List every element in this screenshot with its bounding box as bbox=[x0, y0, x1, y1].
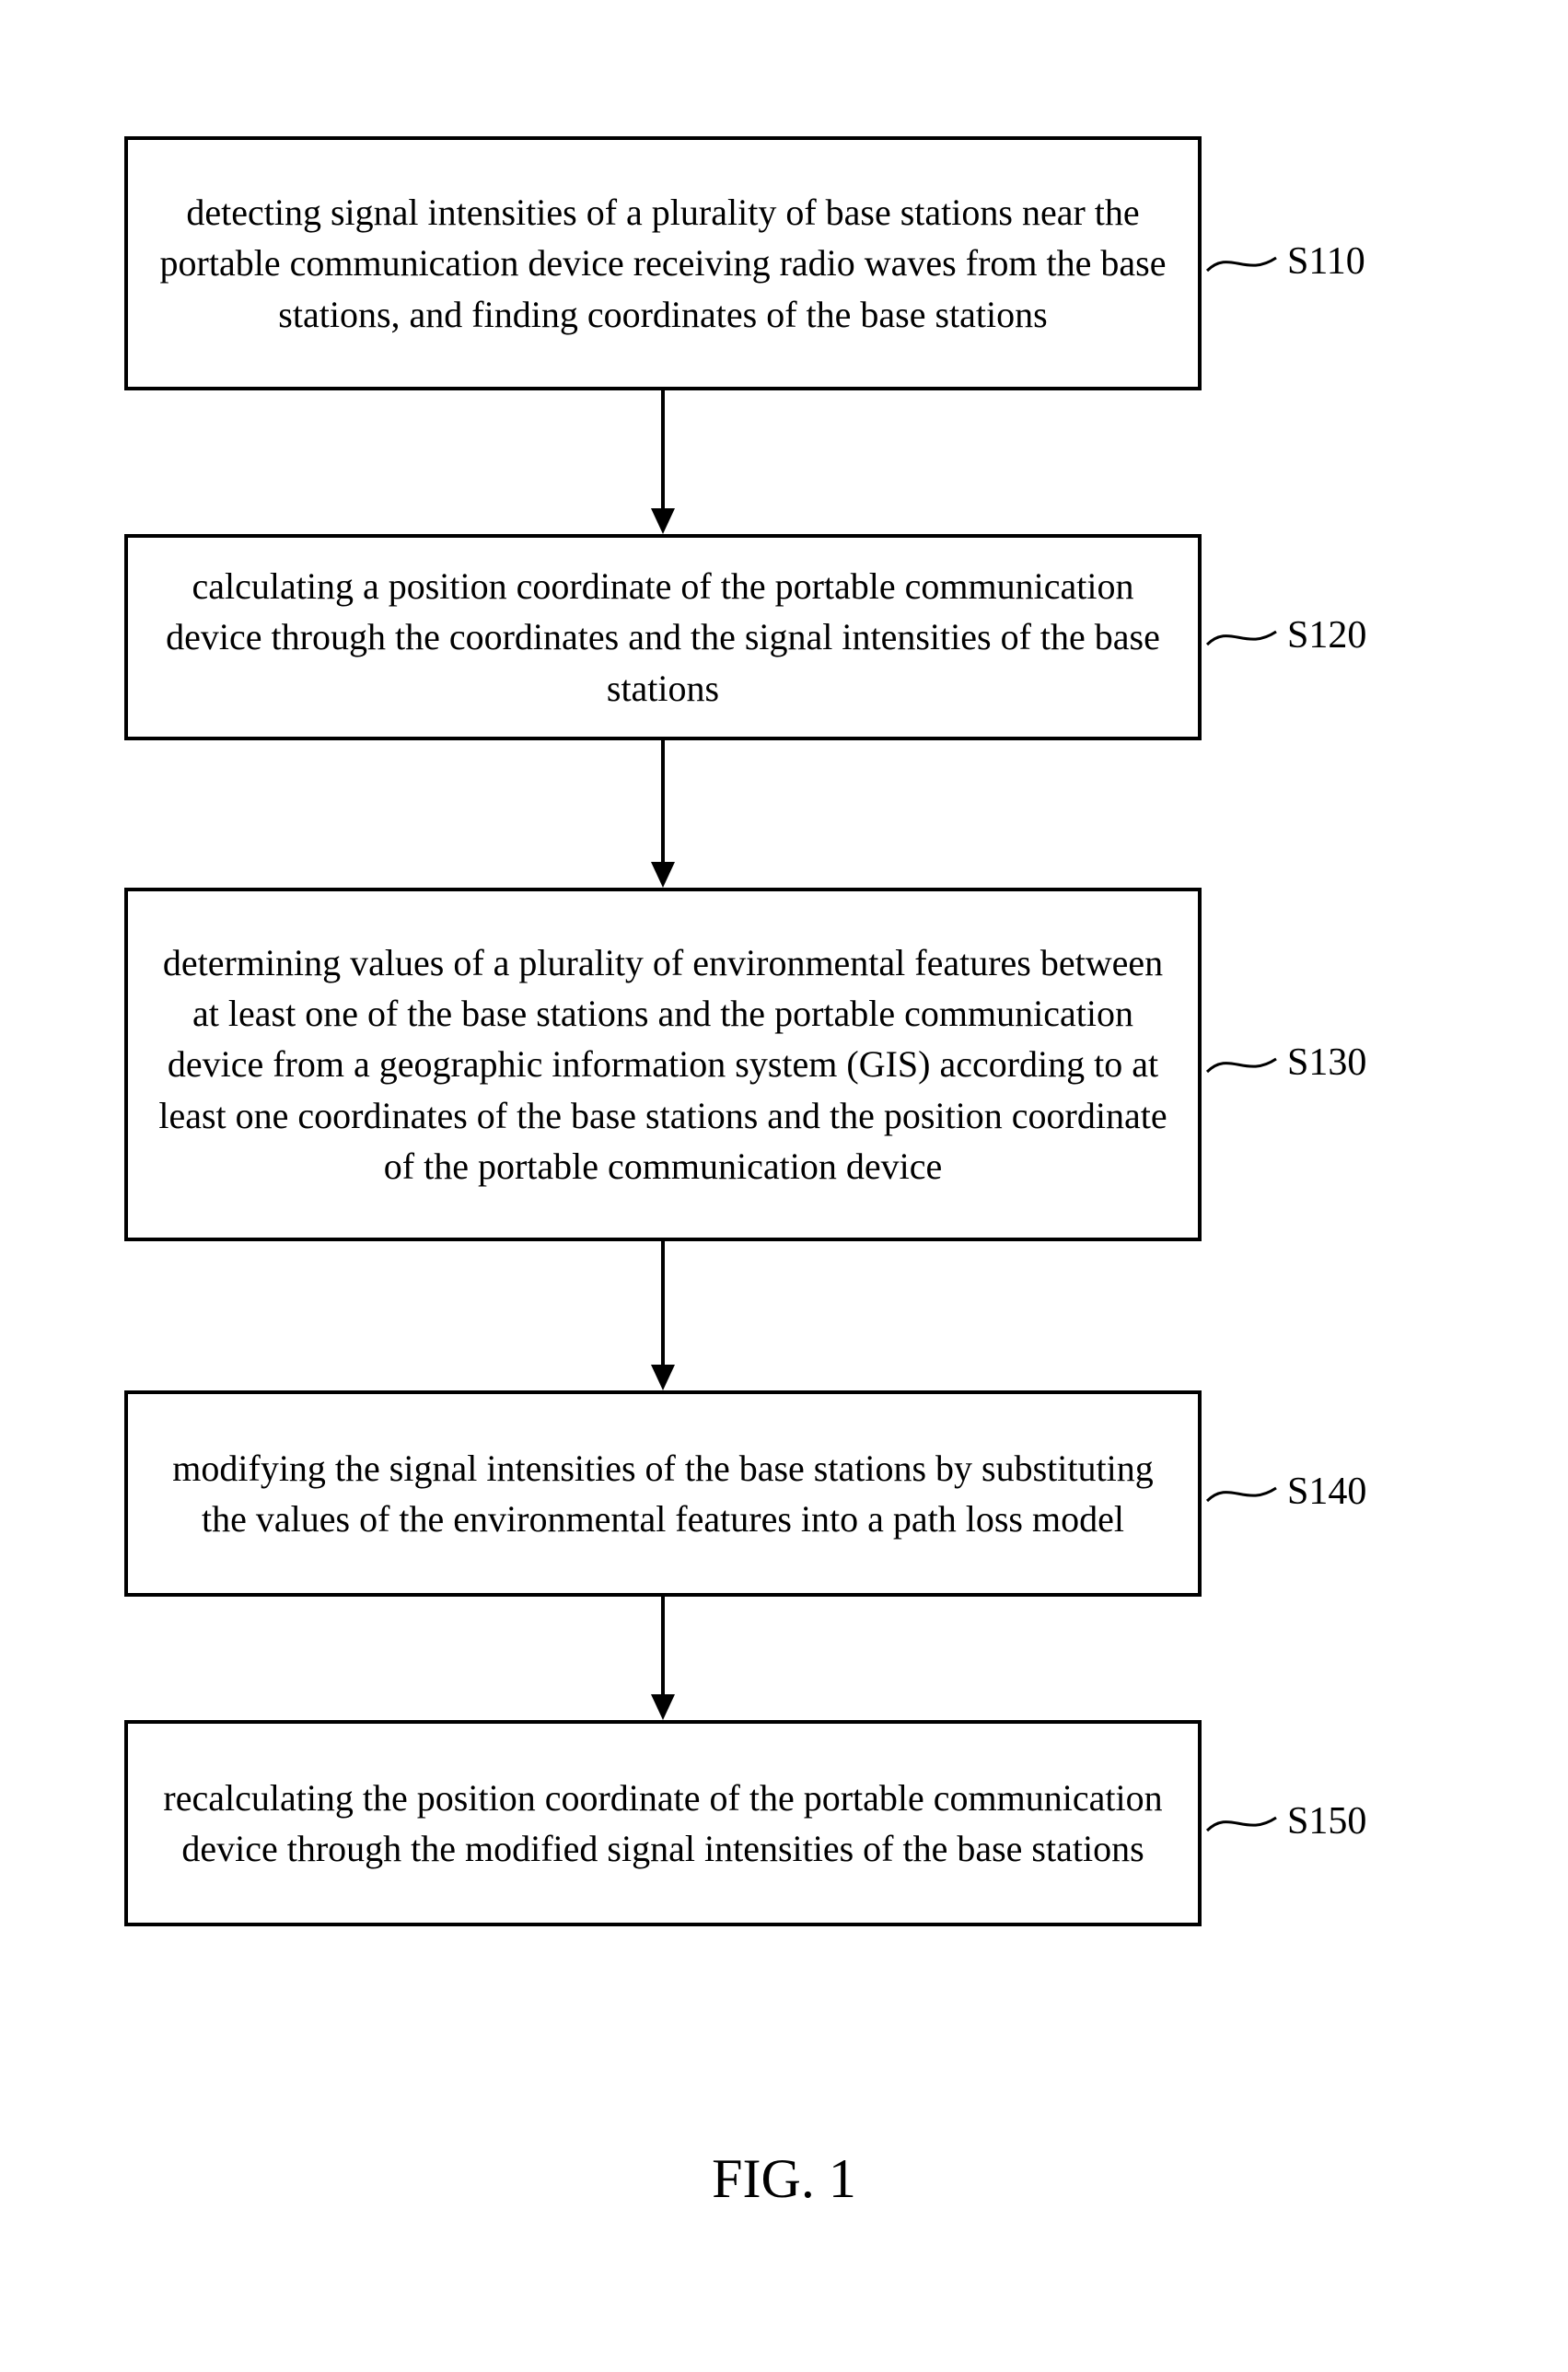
flow-step-label-text: S150 bbox=[1287, 1800, 1366, 1843]
flow-step-label-text: S140 bbox=[1287, 1471, 1366, 1513]
label-leader bbox=[1202, 245, 1282, 282]
flow-step-s110: detecting signal intensities of a plural… bbox=[124, 136, 1202, 390]
flow-step-text: recalculating the position coordinate of… bbox=[156, 1773, 1170, 1874]
label-leader bbox=[1202, 1475, 1282, 1512]
flow-step-label-text: S120 bbox=[1287, 614, 1366, 657]
flow-step-s120: calculating a position coordinate of the… bbox=[124, 534, 1202, 740]
flow-step-label-s150: S150 bbox=[1287, 1799, 1366, 1843]
flow-step-label-text: S110 bbox=[1287, 240, 1365, 283]
flow-step-label-s140: S140 bbox=[1287, 1470, 1366, 1514]
flow-step-label-text: S130 bbox=[1287, 1041, 1366, 1084]
figure-caption-text: FIG. 1 bbox=[712, 2148, 856, 2209]
flow-step-text: modifying the signal intensities of the … bbox=[156, 1443, 1170, 1544]
flow-step-s150: recalculating the position coordinate of… bbox=[124, 1720, 1202, 1926]
flow-step-s130: determining values of a plurality of env… bbox=[124, 888, 1202, 1241]
page: detecting signal intensities of a plural… bbox=[0, 0, 1568, 2372]
label-leader bbox=[1202, 1805, 1282, 1842]
flow-arrow bbox=[635, 1597, 691, 1720]
flow-arrow bbox=[635, 1241, 691, 1390]
flow-step-s140: modifying the signal intensities of the … bbox=[124, 1390, 1202, 1597]
figure-caption: FIG. 1 bbox=[0, 2147, 1568, 2211]
flow-step-text: detecting signal intensities of a plural… bbox=[156, 187, 1170, 340]
flow-step-text: calculating a position coordinate of the… bbox=[156, 561, 1170, 714]
flow-step-text: determining values of a plurality of env… bbox=[156, 937, 1170, 1192]
flow-step-label-s120: S120 bbox=[1287, 613, 1366, 657]
flow-arrow bbox=[635, 390, 691, 534]
flow-arrow bbox=[635, 740, 691, 888]
flow-step-label-s130: S130 bbox=[1287, 1041, 1366, 1085]
label-leader bbox=[1202, 619, 1282, 656]
label-leader bbox=[1202, 1046, 1282, 1083]
flow-step-label-s110: S110 bbox=[1287, 239, 1365, 284]
